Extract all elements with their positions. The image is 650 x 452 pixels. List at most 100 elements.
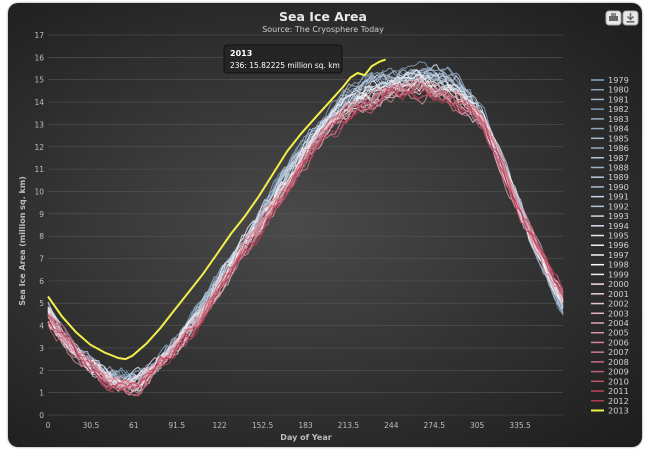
x-tick-label: 335.5 (509, 421, 531, 430)
legend-item-2007[interactable]: 2007 (591, 347, 629, 357)
y-tick-label: 1 (39, 389, 44, 398)
legend-item-1980[interactable]: 1980 (591, 85, 629, 95)
sea-ice-chart: Sea Ice Area Source: The Cryosphere Toda… (18, 9, 639, 442)
legend-item-1986[interactable]: 1986 (591, 143, 629, 153)
legend-label: 1990 (608, 182, 629, 192)
series-lines (47, 61, 564, 397)
legend-item-1993[interactable]: 1993 (591, 211, 629, 221)
legend-item-2009[interactable]: 2009 (591, 367, 629, 377)
legend-item-2008[interactable]: 2008 (591, 357, 629, 367)
y-tick-label: 6 (39, 277, 44, 286)
legend-item-1988[interactable]: 1988 (591, 162, 629, 172)
legend-label: 2004 (608, 318, 629, 328)
legend-item-1997[interactable]: 1997 (591, 250, 629, 260)
legend-label: 1983 (608, 114, 629, 124)
x-tick-label: 30.5 (83, 421, 100, 430)
legend-item-1999[interactable]: 1999 (591, 269, 629, 279)
legend-label: 1982 (608, 104, 629, 114)
legend-label: 1981 (608, 94, 629, 104)
legend-label: 2006 (608, 337, 629, 347)
legend-item-1979[interactable]: 1979 (591, 75, 629, 85)
x-axis-title: Day of Year (280, 433, 331, 442)
legend-item-2010[interactable]: 2010 (591, 376, 629, 386)
print-icon (609, 13, 618, 21)
print-button[interactable] (605, 10, 622, 26)
legend-item-1982[interactable]: 1982 (591, 104, 629, 114)
legend-item-2013[interactable]: 2013 (591, 405, 629, 415)
legend-item-1989[interactable]: 1989 (591, 172, 629, 182)
x-tick-label: 213.5 (338, 421, 360, 430)
legend-item-2006[interactable]: 2006 (591, 337, 629, 347)
y-tick-label: 14 (34, 98, 44, 107)
legend-label: 2008 (608, 357, 629, 367)
series-line-2012 (47, 87, 564, 392)
legend-item-1990[interactable]: 1990 (591, 182, 629, 192)
legend-item-1995[interactable]: 1995 (591, 231, 629, 241)
x-tick-label: 122 (213, 421, 228, 430)
legend-label: 1996 (608, 240, 629, 250)
chart-title: Sea Ice Area (279, 9, 367, 24)
legend-item-1987[interactable]: 1987 (591, 153, 629, 163)
legend-label: 2000 (608, 279, 629, 289)
x-tick-label: 244 (384, 421, 399, 430)
y-tick-label: 3 (39, 344, 44, 353)
legend-item-1992[interactable]: 1992 (591, 201, 629, 211)
x-tick-label: 183 (298, 421, 313, 430)
x-tick-label: 274.5 (424, 421, 446, 430)
x-axis-ticks: 0 30.5 61 91.5 122 152.5 183 213.5 244 274.5 305 33… (46, 421, 531, 430)
y-axis-title: Sea Ice Area (million sq. km) (18, 176, 27, 306)
legend-label: 2012 (608, 396, 629, 406)
legend-item-2000[interactable]: 2000 (591, 279, 629, 289)
y-tick-label: 9 (39, 210, 44, 219)
series-line-1984 (47, 67, 564, 384)
series-line-1997 (47, 69, 564, 392)
legend-label: 1988 (608, 162, 629, 172)
legend-item-1983[interactable]: 1983 (591, 114, 629, 124)
legend-item-1985[interactable]: 1985 (591, 133, 629, 143)
legend-label: 1991 (608, 192, 629, 202)
legend-item-1994[interactable]: 1994 (591, 221, 629, 231)
y-tick-label: 7 (39, 255, 44, 264)
series-line-2001 (47, 81, 564, 389)
legend-label: 1992 (608, 201, 629, 211)
series-line-2009 (47, 82, 564, 397)
y-tick-label: 11 (34, 165, 44, 174)
legend-item-2005[interactable]: 2005 (591, 328, 629, 338)
x-tick-label: 0 (46, 421, 51, 430)
legend-label: 2005 (608, 328, 629, 338)
legend-item-1998[interactable]: 1998 (591, 260, 629, 270)
y-tick-label: 16 (34, 53, 44, 62)
legend-label: 1986 (608, 143, 629, 153)
legend-item-1991[interactable]: 1991 (591, 192, 629, 202)
chart-frame: Sea Ice Area Source: The Cryosphere Toda… (8, 3, 642, 447)
y-tick-label: 0 (39, 411, 44, 420)
legend-label: 1999 (608, 269, 629, 279)
y-tick-label: 5 (39, 299, 44, 308)
highlight-series (47, 58, 387, 361)
series-line-1993 (47, 69, 564, 390)
y-tick-label: 13 (34, 120, 44, 129)
legend-item-1981[interactable]: 1981 (591, 94, 629, 104)
legend-item-1984[interactable]: 1984 (591, 124, 629, 134)
legend-label: 1995 (608, 231, 629, 241)
legend-item-2004[interactable]: 2004 (591, 318, 629, 328)
legend-item-2003[interactable]: 2003 (591, 308, 629, 318)
series-line-1982 (47, 69, 564, 378)
legend-item-2011[interactable]: 2011 (591, 386, 629, 396)
x-tick-label: 91.5 (168, 421, 185, 430)
legend-item-1996[interactable]: 1996 (591, 240, 629, 250)
legend-label: 2003 (608, 308, 629, 318)
tooltip-title: 2013 (230, 49, 252, 58)
legend-item-2002[interactable]: 2002 (591, 299, 629, 309)
series-line-1985 (47, 69, 564, 383)
legend-label: 2002 (608, 299, 629, 309)
legend[interactable]: 1979198019811982198319841985198619871988… (591, 75, 629, 415)
legend-item-2001[interactable]: 2001 (591, 289, 629, 299)
export-button[interactable] (622, 10, 639, 26)
series-line-2011 (47, 90, 564, 393)
legend-label: 2011 (608, 386, 629, 396)
tooltip-body: 236: 15.82225 million sq. km (230, 61, 340, 70)
legend-label: 2007 (608, 347, 629, 357)
legend-item-2012[interactable]: 2012 (591, 396, 629, 406)
